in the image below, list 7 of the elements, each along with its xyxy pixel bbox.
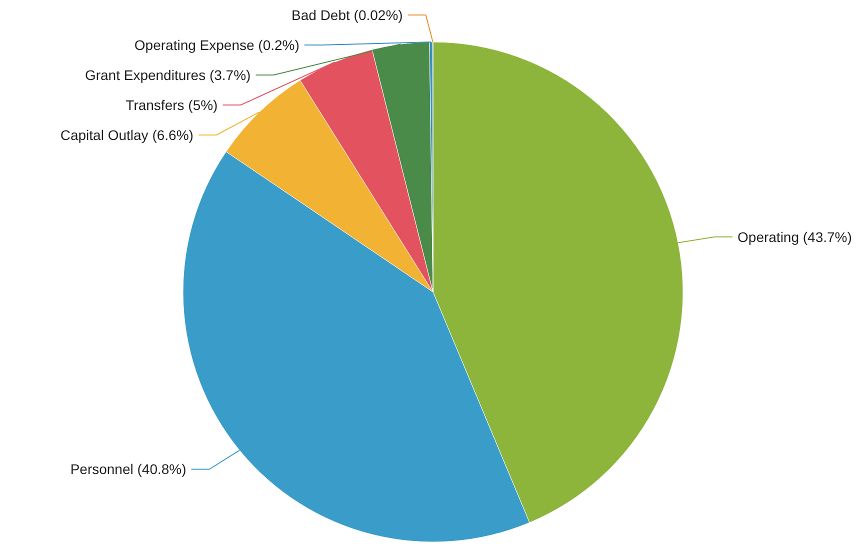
- slice-label: Transfers (5%): [126, 96, 218, 113]
- slice-label: Operating (43.7%): [738, 228, 852, 245]
- slice-label: Personnel (40.8%): [70, 461, 186, 478]
- slice-label: Bad Debt (0.02%): [292, 6, 403, 23]
- slice-label: Operating Expense (0.2%): [134, 36, 300, 53]
- slice-label: Grant Expenditures (3.7%): [84, 66, 251, 83]
- slice-label: Capital Outlay (6.6%): [60, 126, 194, 143]
